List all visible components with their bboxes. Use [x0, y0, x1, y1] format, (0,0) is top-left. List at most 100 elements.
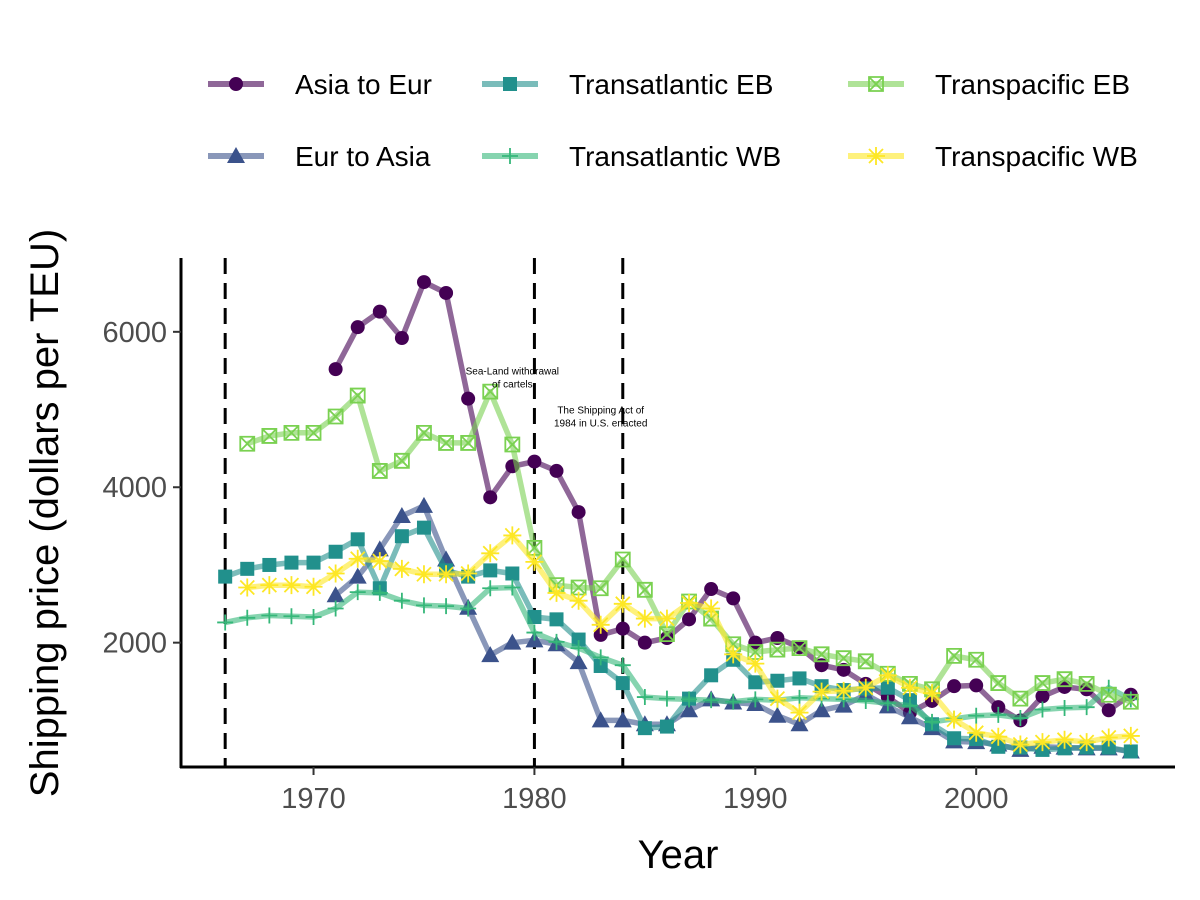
data-point	[900, 678, 919, 697]
data-point	[1034, 675, 1051, 691]
data-point	[682, 612, 697, 627]
data-point	[571, 632, 586, 647]
x-tick-label: 2000	[944, 783, 1009, 815]
data-point	[770, 673, 785, 688]
data-point	[704, 582, 719, 597]
data-point	[635, 609, 654, 628]
data-point	[747, 691, 764, 708]
reference-lines	[223, 258, 625, 767]
data-point	[614, 657, 631, 674]
data-point	[504, 436, 521, 453]
data-point	[328, 544, 343, 559]
data-point	[393, 452, 410, 469]
data-point	[812, 682, 831, 701]
data-point	[748, 675, 763, 690]
data-point	[350, 532, 365, 547]
data-point	[326, 564, 345, 583]
data-point	[483, 563, 498, 578]
data-point	[1077, 733, 1096, 752]
data-point	[836, 662, 851, 677]
legend-label: Transpacific WB	[935, 141, 1138, 172]
data-point	[438, 435, 454, 451]
data-point	[306, 555, 321, 570]
data-point	[1012, 690, 1029, 707]
data-point	[614, 551, 631, 568]
data-point	[549, 463, 564, 478]
data-point	[460, 435, 477, 451]
data-point	[967, 723, 986, 742]
legend-item-asia-to-eur: Asia to Eur	[208, 69, 432, 100]
data-point	[261, 607, 278, 624]
data-point	[239, 609, 256, 626]
series-transpacific-eb	[239, 383, 1139, 710]
data-point	[747, 644, 764, 660]
data-point	[459, 564, 478, 583]
data-point	[659, 626, 675, 643]
data-point	[416, 424, 432, 441]
data-point	[636, 689, 653, 706]
legend-item-transatlantic-eb: Transatlantic EB	[482, 69, 773, 100]
data-point	[283, 608, 300, 625]
x-axis-title: Year	[638, 833, 719, 877]
data-point	[392, 506, 411, 523]
data-point	[481, 646, 500, 663]
data-point	[239, 435, 256, 452]
data-point	[283, 424, 300, 441]
data-point	[1078, 699, 1095, 716]
data-point	[370, 552, 389, 571]
series-transatlantic-eb	[218, 520, 1138, 759]
data-point	[438, 598, 455, 615]
legend-label: Transatlantic EB	[569, 69, 773, 100]
data-point	[548, 633, 565, 650]
data-point	[990, 706, 1007, 723]
legend-item-transatlantic-wb: Transatlantic WB	[482, 141, 781, 172]
data-point	[504, 579, 521, 596]
data-point	[724, 645, 743, 664]
axes: 1970 1980 1990 2000 2000 4000 6000	[102, 258, 1175, 815]
data-point	[968, 707, 985, 724]
data-point	[1012, 710, 1029, 727]
data-point	[748, 635, 763, 650]
data-point	[482, 580, 499, 597]
legend-label: Transpacific EB	[935, 69, 1130, 100]
data-point	[260, 576, 279, 595]
y-tick-label: 4000	[102, 472, 167, 504]
data-point	[1034, 701, 1051, 718]
annotation-2: The Shipping Act of 1984 in U.S. enacted	[554, 405, 647, 429]
data-point	[371, 463, 388, 479]
data-point	[593, 658, 608, 673]
data-point	[657, 609, 676, 628]
data-point	[900, 708, 919, 725]
legend-marker	[503, 77, 517, 91]
data-point	[326, 586, 345, 603]
data-point	[946, 647, 963, 664]
x-tick-label: 1970	[281, 783, 346, 815]
y-tick-label: 2000	[102, 628, 167, 660]
data-point	[328, 362, 343, 377]
data-point	[768, 706, 787, 723]
data-point	[240, 561, 255, 576]
data-point	[659, 719, 674, 734]
data-point	[437, 565, 456, 584]
data-point	[878, 666, 897, 685]
data-point	[990, 675, 1007, 691]
data-point	[947, 731, 962, 746]
data-point	[812, 701, 831, 718]
data-point	[549, 612, 564, 627]
data-point	[969, 678, 984, 693]
data-point	[768, 689, 787, 708]
data-point	[305, 609, 322, 626]
series-layer	[217, 275, 1140, 759]
data-point	[592, 649, 609, 666]
data-point	[439, 285, 454, 300]
data-point	[813, 646, 830, 663]
data-point	[571, 505, 586, 520]
data-point	[968, 651, 985, 668]
data-point	[615, 621, 630, 636]
data-point	[746, 654, 765, 673]
x-tick-label: 1990	[723, 783, 788, 815]
data-point	[680, 701, 699, 718]
data-point	[1033, 733, 1052, 752]
data-point	[569, 591, 588, 610]
